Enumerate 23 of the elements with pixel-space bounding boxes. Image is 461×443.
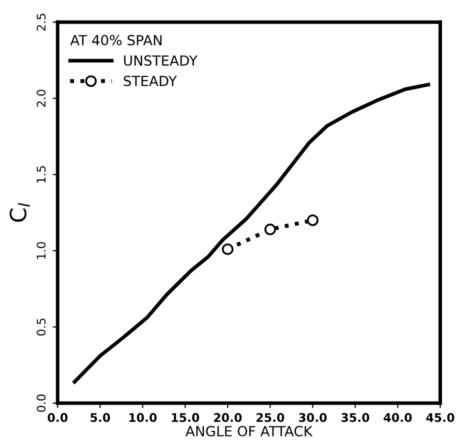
legend-label: STEADY bbox=[124, 76, 177, 86]
x-axis-title: ANGLE OF ATTACK bbox=[186, 426, 313, 436]
y-tick-label: 1.0 bbox=[36, 242, 46, 259]
x-tick-label: 15.0 bbox=[172, 413, 200, 422]
y-tick-label: 1.5 bbox=[36, 166, 46, 183]
legend-title: AT 40% SPAN bbox=[70, 34, 162, 46]
x-tick-label: 35.0 bbox=[341, 413, 370, 422]
y-tick-label: 0.5 bbox=[36, 318, 46, 336]
x-tick-label: 10.0 bbox=[129, 413, 157, 422]
point bbox=[264, 224, 276, 236]
x-tick-label: 30.0 bbox=[298, 413, 327, 422]
x-tick-label: 25.0 bbox=[256, 413, 284, 422]
x-tick-label: 45.0 bbox=[426, 413, 454, 422]
legend-label: UNSTEADY bbox=[124, 55, 198, 66]
y-tick-label: 2.0 bbox=[36, 90, 46, 107]
x-tick-label: 20.0 bbox=[214, 413, 242, 422]
point bbox=[306, 214, 318, 226]
x-tick-label: 5.0 bbox=[90, 413, 110, 422]
point bbox=[222, 243, 234, 255]
y-axis-title: C$_{l}$ bbox=[10, 203, 30, 222]
x-tick-label: 0.0 bbox=[48, 413, 68, 422]
y-tick-label: 2.5 bbox=[36, 14, 46, 31]
x-tick-label: 40.0 bbox=[384, 413, 412, 422]
